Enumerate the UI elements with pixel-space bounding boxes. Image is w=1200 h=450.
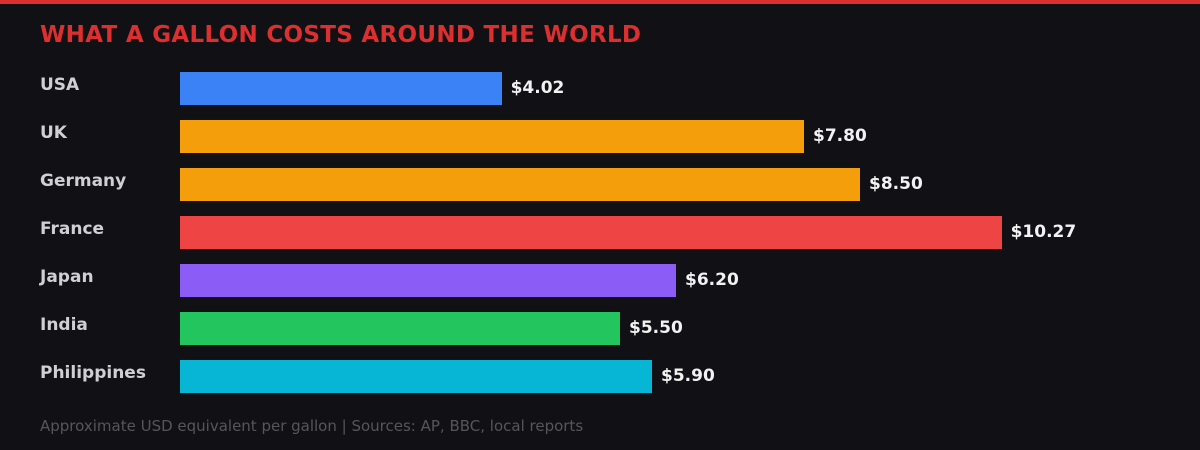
bar [180,72,502,105]
bar-row: UK $7.80 [0,120,1200,168]
chart-title: WHAT A GALLON COSTS AROUND THE WORLD [40,22,642,48]
country-label: Japan [40,267,94,287]
bar-row: Philippines $5.90 [0,360,1200,408]
bar [180,120,804,153]
bar-chart: USA $4.02 UK $7.80 Germany $8.50 France … [0,72,1200,408]
country-label: Philippines [40,363,146,383]
country-label: UK [40,123,67,143]
country-label: USA [40,75,80,95]
value-label: $8.50 [869,174,923,194]
country-label: France [40,219,105,239]
value-label: $4.02 [510,78,565,98]
bar-row: USA $4.02 [0,72,1200,120]
value-label: $10.27 [1010,222,1077,242]
source-note: Approximate USD equivalent per gallon | … [40,417,584,435]
bar-row: Japan $6.20 [0,264,1200,312]
value-label: $5.90 [661,366,715,386]
bar-row: France $10.27 [0,216,1200,264]
country-label: Germany [40,171,127,191]
bar-row: India $5.50 [0,312,1200,360]
top-accent-bar [0,0,1200,4]
country-label: India [40,315,88,335]
bar [180,360,652,393]
value-label: $6.20 [685,270,739,290]
bar [180,168,860,201]
value-label: $5.50 [629,318,683,338]
bar-row: Germany $8.50 [0,168,1200,216]
bar [180,312,620,345]
bar [180,264,676,297]
bar [180,216,1002,249]
value-label: $7.80 [813,126,867,146]
